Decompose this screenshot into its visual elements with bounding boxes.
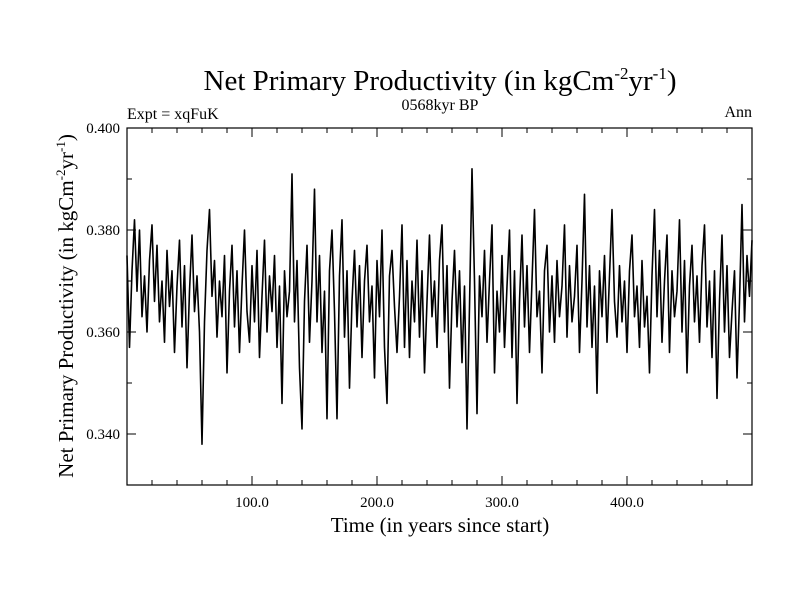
experiment-label: Expt = xqFuK bbox=[127, 106, 219, 123]
y-tick-label: 0.380 bbox=[86, 223, 120, 239]
x-tick-label: 400.0 bbox=[610, 495, 644, 511]
y-tick-label: 0.400 bbox=[86, 121, 120, 137]
season-label: Ann bbox=[724, 104, 752, 121]
x-tick-label: 300.0 bbox=[485, 495, 519, 511]
x-tick-label: 100.0 bbox=[235, 495, 269, 511]
x-tick-label: 200.0 bbox=[360, 495, 394, 511]
chart-title: Net Primary Productivity (in kgCm-2yr-1) bbox=[204, 64, 677, 97]
period-label: 0568kyr BP bbox=[402, 97, 479, 114]
x-axis-label: Time (in years since start) bbox=[331, 513, 550, 537]
y-axis-label: Net Primary Productivity (in kgCm-2yr-1) bbox=[53, 134, 78, 478]
y-tick-label: 0.360 bbox=[86, 325, 120, 341]
npp-series-line bbox=[126, 168, 753, 446]
plot-frame bbox=[126, 127, 753, 486]
x-axis-ticks: 100.0 200.0 300.0 400.0 bbox=[151, 128, 728, 511]
y-tick-label: 0.340 bbox=[86, 427, 120, 443]
